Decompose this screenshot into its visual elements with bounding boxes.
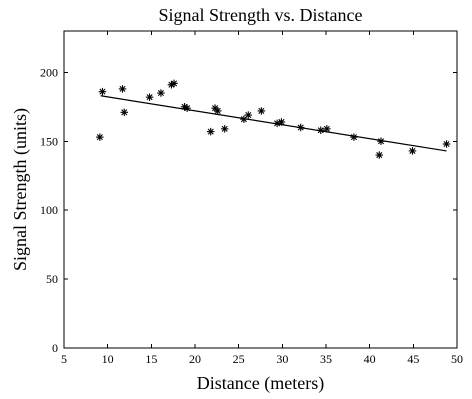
data-point [118, 85, 127, 93]
y-axis-label: Signal Strength (units) [10, 108, 31, 271]
data-point [350, 133, 358, 141]
data-point [277, 118, 286, 126]
data-point-stroke [221, 125, 228, 132]
data-point-stroke [443, 140, 450, 148]
y-tick-label: 0 [52, 341, 58, 355]
data-point-stroke [157, 89, 164, 97]
x-tick-label: 50 [451, 352, 463, 366]
y-tick-label: 50 [46, 272, 58, 286]
x-tick-label: 45 [407, 352, 419, 366]
data-point-stroke [170, 80, 178, 87]
data-point [220, 125, 229, 133]
x-tick-label: 35 [320, 352, 332, 366]
data-point [157, 89, 165, 97]
data-point-stroke [119, 85, 126, 92]
data-point-stroke [376, 152, 383, 159]
data-point-stroke [278, 118, 285, 126]
x-tick-label: 25 [233, 352, 245, 366]
data-point [145, 93, 154, 101]
data-point-stroke [146, 94, 153, 101]
data-point-stroke [99, 88, 106, 95]
data-point [257, 107, 266, 115]
data-point [213, 107, 222, 115]
data-point-stroke [184, 105, 191, 112]
data-point-stroke [207, 128, 214, 135]
x-tick-label: 5 [61, 352, 67, 366]
data-point [408, 147, 417, 155]
data-point [96, 133, 104, 141]
data-point-stroke [258, 107, 265, 114]
data-point [323, 125, 331, 133]
data-point-stroke [214, 107, 221, 114]
x-tick-label: 10 [102, 352, 114, 366]
y-tick-label: 200 [40, 65, 58, 79]
data-point-stroke [350, 134, 357, 141]
data-point-stroke [409, 147, 416, 154]
data-point [206, 127, 215, 136]
data-point-stroke [121, 109, 128, 116]
chart-title: Signal Strength vs. Distance [159, 5, 363, 25]
data-point [317, 126, 325, 134]
data-point-stroke [245, 112, 252, 119]
data-point [120, 108, 129, 117]
data-point-stroke [240, 116, 247, 123]
x-tick-label: 20 [189, 352, 201, 366]
x-tick-label: 30 [276, 352, 288, 366]
data-point [377, 137, 385, 146]
data-point [244, 111, 253, 119]
data-point [240, 115, 248, 123]
data-point [442, 140, 451, 148]
y-tick-label: 100 [40, 203, 58, 217]
data-point-stroke [181, 103, 188, 110]
data-point [183, 104, 191, 112]
data-point-stroke [96, 134, 103, 141]
x-tick-label: 15 [145, 352, 157, 366]
data-point [296, 123, 305, 132]
y-tick-label: 150 [40, 134, 58, 148]
x-tick-label: 40 [364, 352, 376, 366]
data-point [375, 151, 384, 159]
data-point-stroke [297, 124, 304, 131]
data-point [170, 79, 178, 88]
x-axis-label: Distance (meters) [197, 373, 324, 394]
plot-frame [63, 30, 458, 349]
data-point [98, 87, 107, 96]
data-point-stroke [317, 127, 324, 134]
data-point-stroke [377, 138, 385, 145]
data-point-stroke [212, 105, 219, 112]
data-point-stroke [323, 125, 330, 132]
